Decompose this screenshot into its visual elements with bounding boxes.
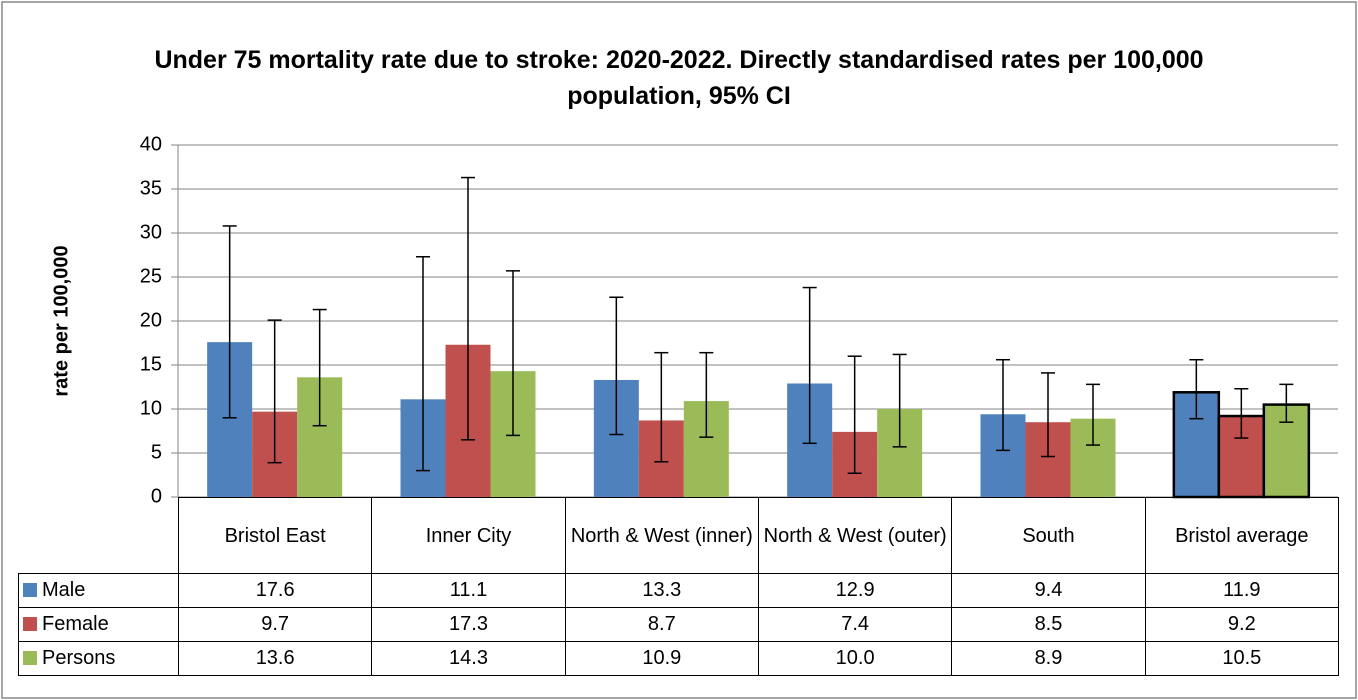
data-label: 9.2 [1144, 607, 1339, 642]
y-tick-label: 25 [140, 265, 162, 287]
legend-entry: Persons [18, 641, 179, 676]
x-tick-label: North & West (inner) [564, 497, 759, 574]
data-label: 13.3 [564, 573, 759, 608]
data-label: 11.9 [1144, 573, 1339, 608]
table-header-row: Bristol East Inner City North & West (inne… [18, 497, 1339, 574]
table-row: Persons 13.6 14.3 10.9 10.0 8.9 10.5 [18, 641, 1339, 676]
y-tick-label: 20 [140, 309, 162, 331]
legend-swatch [23, 651, 37, 665]
y-axis-label: rate per 100,000 [50, 245, 72, 396]
legend-entry: Female [18, 607, 179, 642]
legend-entry: Male [18, 573, 179, 608]
data-label: 17.6 [177, 573, 373, 608]
x-tick-label: South [951, 497, 1146, 574]
data-label: 12.9 [757, 573, 953, 608]
data-table: Bristol East Inner City North & West (inne… [18, 497, 1339, 676]
x-tick-label: North & West (outer) [757, 497, 953, 574]
chart-title: Under 75 mortality rate due to stroke: 2… [154, 46, 1204, 110]
data-label: 13.6 [177, 641, 373, 676]
data-label: 9.7 [177, 607, 373, 642]
y-tick-label: 35 [140, 177, 162, 199]
legend-swatch [23, 617, 37, 631]
data-label: 8.9 [951, 641, 1146, 676]
y-tick-label: 30 [140, 221, 162, 243]
y-tick-label: 40 [140, 133, 162, 155]
x-tick-label: Bristol average [1144, 497, 1339, 574]
legend-swatch [23, 583, 37, 597]
data-label: 14.3 [371, 641, 566, 676]
y-tick-label: 5 [151, 441, 162, 463]
data-label: 8.7 [564, 607, 759, 642]
data-label: 10.9 [564, 641, 759, 676]
data-label: 17.3 [371, 607, 566, 642]
blank-cell [18, 497, 179, 574]
y-tick-label: 0 [151, 485, 162, 507]
data-label: 7.4 [757, 607, 953, 642]
y-tick-label: 10 [140, 397, 162, 419]
data-label: 9.4 [951, 573, 1146, 608]
legend-label: Persons [42, 647, 116, 669]
data-label: 11.1 [371, 573, 566, 608]
data-label: 10.0 [757, 641, 953, 676]
legend-label: Male [42, 579, 86, 601]
data-label: 8.5 [951, 607, 1146, 642]
legend-label: Female [42, 613, 109, 635]
y-tick-label: 15 [140, 353, 162, 375]
table-row: Male 17.6 11.1 13.3 12.9 9.4 11.9 [18, 573, 1339, 608]
x-tick-label: Bristol East [177, 497, 373, 574]
table-row: Female 9.7 17.3 8.7 7.4 8.5 9.2 [18, 607, 1339, 642]
x-tick-label: Inner City [371, 497, 566, 574]
data-label: 10.5 [1144, 641, 1339, 676]
